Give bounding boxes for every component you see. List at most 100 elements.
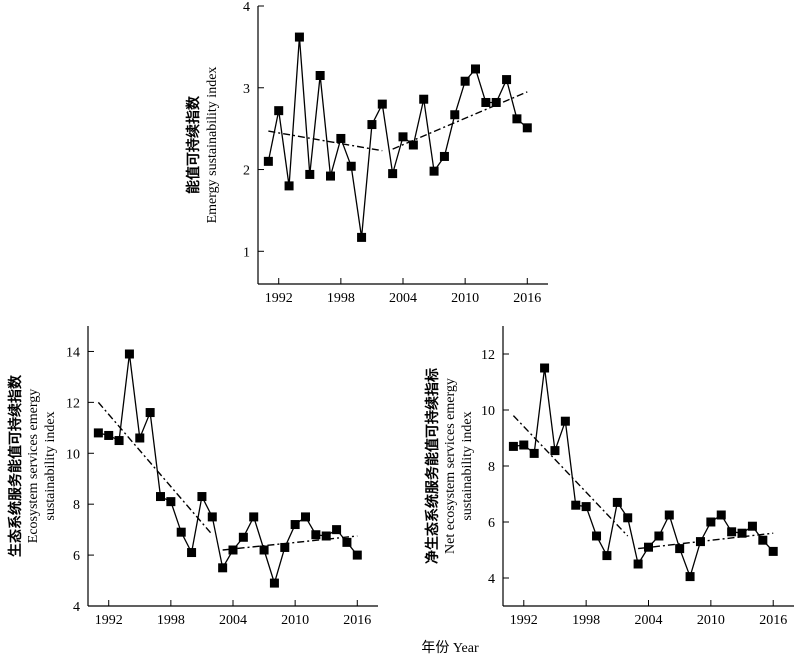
bottom-right-ylabel-line: Net ecosystem services emergy [443,378,458,554]
top-data-point [336,133,346,143]
bottom-left-data-point [93,428,103,438]
bottom-left-x-tick-label: 1992 [95,613,123,628]
bottom-right-data-point [706,517,716,527]
bottom-right-y-tick-label: 6 [488,516,495,531]
bottom-left-data-point [259,545,269,555]
bottom-right-data-point [592,531,602,541]
bottom-left-y-tick-label: 10 [66,447,80,462]
top-ylabel-line: Emergy sustainability index [205,67,220,224]
bottom-left-x-tick-label: 2016 [343,613,371,628]
bottom-left-data-point [352,550,362,560]
bottom-right-trend-line [512,415,629,537]
bottom-right-data-point [644,542,653,552]
top-data-point [357,232,367,242]
bottom-left-data-point [176,527,186,537]
top-data-point [512,114,522,124]
bottom-left-data-point [166,497,176,507]
bottom-right-data-point [685,572,695,582]
top-data-point [294,32,304,42]
bottom-left-x-tick-label: 2004 [219,613,247,628]
bottom-left-data-point [187,548,197,558]
bottom-left-ylabel-line: 生态系统服务能值可持续指数 [7,374,24,557]
bottom-left-data-point [301,512,310,522]
bottom-left-data-point [197,492,207,502]
top-data-point [263,156,273,166]
top-x-tick-label: 2010 [451,291,479,306]
bottom-left-data-point [342,537,352,547]
bottom-right-x-tick-label: 1992 [510,613,538,628]
bottom-left-data-point [321,531,331,541]
bottom-right-data-point [612,497,622,507]
top-data-point [284,181,294,191]
bottom-right-data-point [571,500,581,510]
bottom-left-data-point [145,408,155,418]
bottom-right-y-tick-label: 4 [488,572,495,587]
bottom-left-y-tick-label: 4 [73,600,80,615]
bottom-left-series-line [98,353,358,586]
bottom-right-data-point [581,502,591,512]
bottom-right-data-point [654,531,664,541]
bottom-left-data-point [124,349,134,359]
bottom-right-data-point [519,440,529,450]
top-series-line [267,37,528,238]
bottom-left-data-point [311,530,321,540]
top-x-tick-label: 2016 [513,291,541,306]
bottom-right-y-tick-label: 10 [481,404,495,419]
bottom-left-data-point [114,436,124,446]
top-x-tick-label: 1998 [327,291,355,306]
top-trend-line [392,91,528,150]
bottom-left-data-point [280,542,290,552]
bottom-left-trend-line [97,401,213,536]
top-data-point [398,132,408,142]
bottom-left-y-tick-label: 6 [73,549,80,564]
bottom-left-data-point [332,525,342,535]
bottom-right-data-point [550,446,560,456]
top-data-point [522,123,532,133]
top-data-point [388,169,398,179]
top-data-point [491,97,501,107]
bottom-right-data-point [695,537,705,547]
bottom-left-data-point [156,492,165,502]
bottom-left-data-point [238,532,248,542]
top-data-point [367,120,377,130]
bottom-left-data-point [290,520,300,530]
bottom-right-data-point [508,441,518,451]
top-y-tick-label: 3 [243,82,250,97]
top-data-point [450,110,460,120]
bottom-right-data-point [633,559,643,569]
top-data-point [471,64,480,74]
bottom-right-data-point [602,551,612,561]
bottom-right-data-point [737,528,747,538]
bottom-left-data-point [249,512,259,522]
bottom-right-data-point [768,546,778,556]
top-x-tick-label: 1992 [265,291,293,306]
bottom-right-data-point [664,510,674,520]
bottom-right-data-point [529,448,539,458]
top-data-point [315,71,325,80]
top-y-tick-label: 2 [243,164,250,179]
bottom-right-y-tick-label: 12 [481,348,495,363]
bottom-right-series-line [513,367,774,579]
bottom-left-data-point [207,512,217,522]
bottom-right-data-point [758,535,768,545]
top-data-point [274,106,284,116]
bottom-right-data-point [675,544,685,554]
top-data-point [305,169,315,179]
top-data-point [419,94,429,104]
top-data-point [481,97,491,107]
top-data-point [439,151,449,161]
top-data-point [326,171,335,181]
top-data-point [408,140,418,150]
bottom-right-x-tick-label: 2010 [697,613,725,628]
bottom-left-ylabel-line: Ecosystem services emergy [26,389,41,543]
top-data-point [460,76,470,86]
bottom-right-x-tick-label: 2016 [759,613,787,628]
top-data-point [346,161,356,171]
shared-x-axis-label: 年份 Year [421,640,479,656]
bottom-left-y-tick-label: 8 [73,498,80,513]
top-y-tick-label: 1 [243,245,250,260]
bottom-left-ylabel-line: sustainability index [43,411,58,520]
bottom-left-y-tick-label: 12 [66,396,80,411]
